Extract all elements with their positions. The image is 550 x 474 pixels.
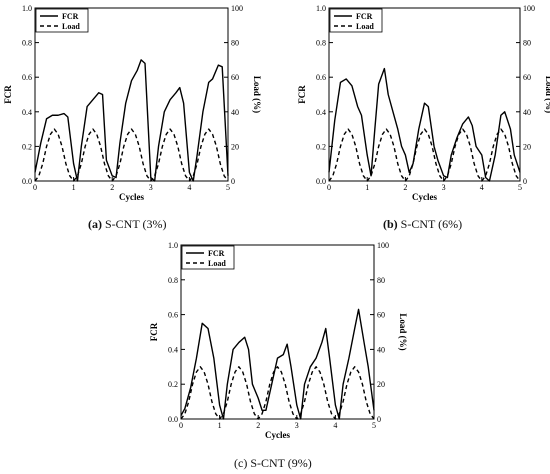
x-axis-label: Cycles	[412, 192, 437, 202]
legend-label-load: Load	[356, 22, 374, 31]
y2-tick-label: 100	[377, 241, 389, 250]
x-tick-label: 4	[187, 183, 191, 192]
caption-a-text: S-CNT (3%)	[105, 217, 167, 231]
y2-tick-label: 0	[523, 177, 527, 186]
y2-tick-label: 40	[523, 108, 531, 117]
x-tick-label: 0	[33, 183, 37, 192]
legend-label-load: Load	[62, 22, 80, 31]
y2-tick-label: 40	[377, 345, 385, 354]
y2-tick-label: 100	[523, 4, 535, 13]
y2-tick-label: 60	[523, 73, 531, 82]
x-axis-label: Cycles	[119, 192, 144, 202]
x-tick-label: 3	[149, 183, 153, 192]
y-tick-label: 0.4	[22, 108, 32, 117]
y2-axis-label: Load (%)	[544, 76, 550, 113]
y-tick-label: 0.6	[316, 73, 326, 82]
x-tick-label: 3	[442, 183, 446, 192]
y-axis-label: FCR	[149, 322, 159, 341]
y2-tick-label: 20	[523, 142, 531, 151]
y-tick-label: 0.0	[22, 177, 32, 186]
y-tick-label: 0.2	[316, 142, 326, 151]
y2-tick-label: 60	[377, 311, 385, 320]
chart-b: 0 1 2 3 4 5 0.0 0.2 0.4 0.6 0.8 1.0 0 20 40 60 80 100 Cycl…	[297, 4, 550, 202]
y2-tick-label: 80	[377, 276, 385, 285]
series-load-line	[328, 128, 521, 182]
y-tick-label: 0.8	[316, 39, 326, 48]
x-tick-label: 1	[365, 183, 369, 192]
legend-label-fcr: FCR	[208, 249, 225, 258]
y2-tick-label: 20	[377, 380, 385, 389]
x-tick-label: 0	[327, 183, 331, 192]
x-tick-label: 1	[72, 183, 76, 192]
chart-a: 0 1 2 3 4 5 0.0 0.2 0.4 0.6 0.8 1.0 0 20 40 60 80 100 Cycl…	[3, 4, 262, 202]
plot-frame	[180, 244, 375, 420]
y2-tick-label: 40	[231, 108, 239, 117]
caption-a: (a) S-CNT (3%)	[88, 217, 166, 232]
y-axis-label: FCR	[3, 85, 13, 104]
x-tick-label: 0	[179, 421, 183, 430]
y-tick-label: 1.0	[22, 4, 32, 13]
y-tick-label: 0.8	[22, 39, 32, 48]
y-axis-label: FCR	[297, 85, 307, 104]
series-fcr-line	[34, 59, 229, 182]
y2-tick-label: 80	[523, 39, 531, 48]
plot-frame	[34, 7, 229, 182]
y2-axis-label: Load (%)	[252, 76, 262, 113]
x-tick-label: 5	[226, 183, 230, 192]
y2-tick-label: 80	[231, 39, 239, 48]
x-tick-label: 4	[480, 183, 484, 192]
y2-axis-label: Load (%)	[398, 313, 408, 350]
y-tick-label: 0.2	[168, 380, 178, 389]
y-tick-label: 0.0	[316, 177, 326, 186]
x-tick-label: 5	[518, 183, 522, 192]
caption-c-text: (c) S-CNT (9%)	[234, 456, 312, 470]
y-tick-label: 1.0	[316, 4, 326, 13]
x-tick-label: 2	[110, 183, 114, 192]
y-tick-label: 1.0	[168, 241, 178, 250]
y-tick-label: 0.8	[168, 276, 178, 285]
caption-c: (c) S-CNT (9%)	[234, 456, 312, 471]
y-tick-label: 0.4	[168, 345, 178, 354]
legend-label-load: Load	[208, 259, 226, 268]
caption-b: (b) S-CNT (6%)	[383, 217, 462, 232]
series-load-line	[180, 366, 375, 420]
x-tick-label: 2	[403, 183, 407, 192]
y2-tick-label: 0	[377, 415, 381, 424]
y-tick-label: 0.2	[22, 142, 32, 151]
caption-a-letter: (a)	[88, 217, 102, 231]
caption-b-letter: (b)	[383, 217, 398, 231]
y2-tick-label: 100	[231, 4, 243, 13]
x-tick-label: 2	[256, 421, 260, 430]
y2-tick-label: 0	[231, 177, 235, 186]
x-tick-label: 3	[295, 421, 299, 430]
chart-c: 0 1 2 3 4 5 0.0 0.2 0.4 0.6 0.8 1.0 0 20 40 60 80 100 Cycl…	[149, 241, 408, 440]
series-fcr-line	[328, 67, 521, 182]
y-tick-label: 0.6	[22, 73, 32, 82]
x-axis-label: Cycles	[265, 430, 290, 440]
y2-tick-label: 60	[231, 73, 239, 82]
x-tick-label: 1	[218, 421, 222, 430]
caption-b-text: S-CNT (6%)	[400, 217, 463, 231]
y-tick-label: 0.6	[168, 311, 178, 320]
y-tick-label: 0.0	[168, 415, 178, 424]
x-tick-label: 4	[333, 421, 337, 430]
legend-label-fcr: FCR	[62, 12, 79, 21]
series-fcr-line	[180, 308, 375, 420]
y2-tick-label: 20	[231, 142, 239, 151]
y-tick-label: 0.4	[316, 108, 326, 117]
x-tick-label: 5	[372, 421, 376, 430]
plot-frame	[328, 7, 521, 182]
legend-label-fcr: FCR	[356, 12, 373, 21]
series-load-line	[34, 128, 229, 182]
